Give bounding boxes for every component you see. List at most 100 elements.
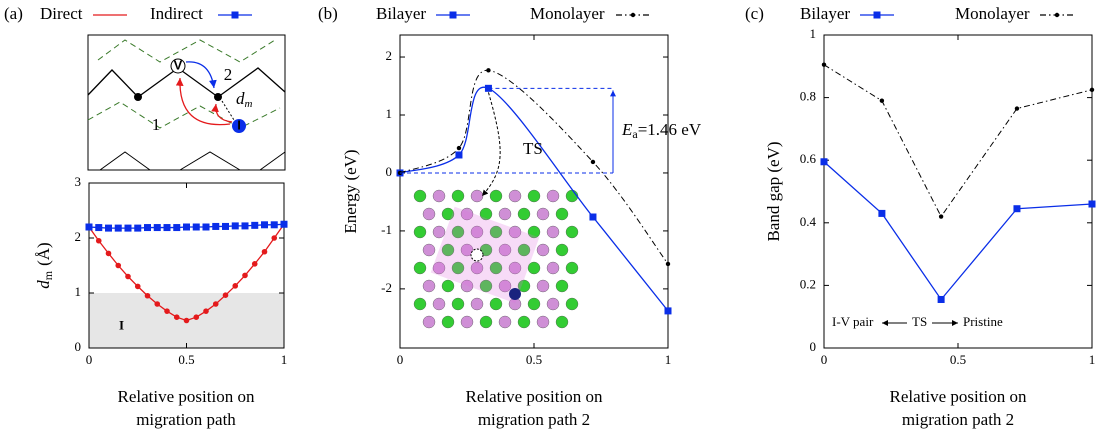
schematic (87, 34, 286, 171)
y-tick-label: 0.4 (800, 214, 817, 229)
x-tick-label: 1 (665, 352, 672, 367)
y-tick-label: 3 (75, 174, 82, 189)
data-point (280, 220, 288, 228)
atom (214, 93, 222, 101)
atom (470, 297, 484, 311)
panel-label: (c) (745, 4, 764, 23)
data-point (115, 262, 122, 269)
data-point (820, 158, 828, 166)
x-axis-label: migration path 2 (478, 410, 590, 429)
annotation-arrow (481, 92, 501, 197)
atom (555, 315, 569, 329)
series-line (823, 161, 1093, 301)
atom (498, 315, 512, 329)
annotation-text: =1.46 eV (638, 120, 702, 139)
y-axis-label-sub: m (41, 270, 55, 280)
data-point (134, 283, 141, 290)
data-point (203, 308, 209, 314)
atom (489, 297, 503, 311)
atom (479, 207, 493, 221)
atom (413, 261, 427, 275)
data-point (261, 248, 268, 255)
data-point (85, 223, 93, 231)
data-point (95, 224, 103, 232)
atom (546, 261, 560, 275)
data-point (144, 292, 151, 299)
annotation-sub: a (632, 127, 638, 141)
data-point (153, 224, 161, 232)
layer-line (87, 101, 281, 129)
atom (470, 225, 484, 239)
atom (451, 261, 465, 275)
data-point (114, 224, 122, 232)
plot-frame (823, 34, 1093, 349)
x-axis-label: migration path (136, 410, 236, 429)
diagram-label: 1 (152, 115, 161, 134)
atom (517, 315, 531, 329)
legend-label: Bilayer (800, 4, 850, 23)
data-point (590, 159, 596, 165)
x-tick-label: 0.5 (950, 352, 966, 367)
atom (460, 279, 474, 293)
data-point (878, 209, 886, 217)
y-axis-label-unit: (Å) (34, 242, 53, 266)
panel-label: (a) (4, 4, 23, 23)
y-tick-label: 1 (386, 106, 393, 121)
legend-label: Monolayer (530, 4, 605, 23)
atom (441, 207, 455, 221)
legend-marker (1054, 12, 1060, 18)
diagram-label: dm (236, 89, 253, 110)
atom (422, 207, 436, 221)
data-point (183, 223, 190, 231)
atom (546, 189, 560, 203)
atom (508, 189, 522, 203)
y-axis-label-main: Band gap (eV) (764, 141, 783, 241)
atom (460, 207, 474, 221)
data-point (271, 235, 278, 241)
data-point (192, 223, 200, 231)
atom (460, 315, 474, 329)
atom (422, 315, 436, 329)
atom (565, 261, 579, 275)
legend-marker (873, 11, 881, 19)
atom (555, 207, 569, 221)
y-axis-label: Band gap (eV) (764, 141, 783, 241)
atom (517, 207, 531, 221)
data-point (664, 307, 672, 315)
data-point (222, 222, 229, 230)
series-line (399, 69, 669, 265)
atom (508, 261, 522, 275)
layer-line (179, 151, 241, 171)
x-axis-label: Relative position on (890, 387, 1027, 406)
data-point (589, 213, 597, 221)
panel-label: (b) (318, 4, 338, 23)
x-axis-label: migration path 2 (902, 410, 1014, 429)
y-tick-label: 0 (810, 339, 817, 354)
atom (441, 243, 455, 257)
y-axis-label-main: d (34, 280, 53, 289)
y-tick-label: 2 (75, 229, 82, 244)
legend-marker (231, 11, 239, 19)
annotation: I-V pair (832, 314, 874, 329)
atom (470, 261, 484, 275)
atom (527, 225, 541, 239)
legend-label: Bilayer (376, 4, 426, 23)
legend-label: Direct (40, 4, 83, 23)
data-point (134, 224, 142, 232)
path-arrow (185, 61, 217, 89)
data-point (486, 68, 491, 73)
legend-label: Monolayer (955, 4, 1030, 23)
x-tick-label: 1 (1089, 352, 1096, 367)
y-tick-label: 0 (75, 339, 82, 354)
y-tick-label: 0.8 (800, 89, 816, 104)
data-point (95, 237, 102, 244)
y-axis-label: Energy (eV) (341, 149, 360, 233)
atom (441, 315, 455, 329)
atom (565, 297, 579, 311)
y-tick-label: 2 (386, 48, 393, 63)
data-point (270, 221, 278, 229)
atom (432, 261, 446, 275)
atom (460, 243, 474, 257)
data-point (242, 272, 248, 279)
